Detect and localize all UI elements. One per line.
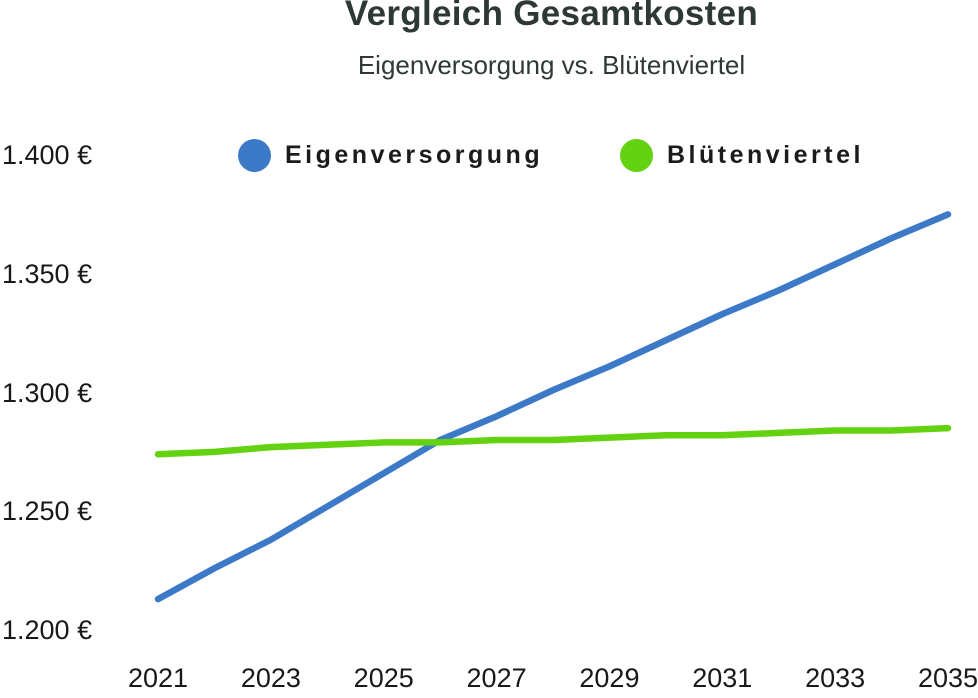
y-tick-label: 1.350 €	[2, 258, 93, 289]
x-tick-label: 2033	[805, 663, 866, 693]
line-eigenversorgung	[154, 211, 952, 603]
legend-label-bluetenviertel: Blütenviertel	[667, 141, 864, 169]
legend-item-bluetenviertel[interactable]: Blütenviertel	[620, 139, 864, 172]
y-tick-label: 1.300 €	[2, 377, 93, 408]
x-tick-label: 2021	[127, 663, 189, 693]
x-tick-label: 2029	[579, 663, 640, 693]
x-tick-label: 2027	[466, 663, 527, 693]
x-tick-label: 2035	[917, 663, 978, 693]
y-tick-label: 1.250 €	[2, 496, 93, 527]
y-tick-label: 1.400 €	[2, 140, 93, 170]
y-tick-label: 1.200 €	[2, 615, 93, 645]
legend-circle-swatch-icon	[238, 139, 271, 172]
x-tick-label: 2031	[692, 663, 753, 693]
x-tick-label: 2023	[240, 663, 301, 693]
page-title: Vergleich Gesamtkosten	[344, 0, 759, 33]
legend-label-eigenversorgung: Eigenversorgung	[285, 141, 544, 169]
x-tick-label: 2025	[353, 663, 414, 693]
chart-subtitle: Eigenversorgung vs. Blütenviertel	[357, 50, 746, 80]
line-bluetenviertel	[154, 424, 952, 458]
legend-circle-swatch-icon	[620, 139, 653, 172]
legend-item-eigenversorgung[interactable]: Eigenversorgung	[238, 139, 543, 172]
